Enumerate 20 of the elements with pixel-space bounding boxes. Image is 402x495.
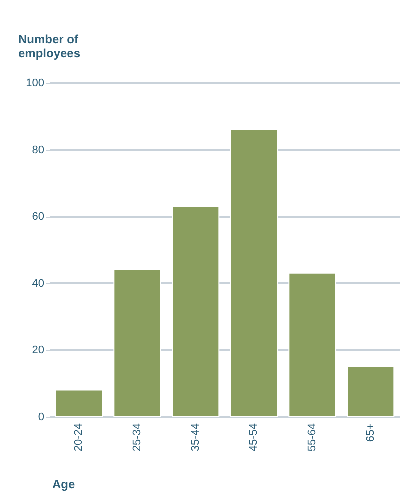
x-tick-label: 55-64 [306,424,318,452]
y-axis-title: Number of employees [18,32,81,60]
x-tick-label: 45-54 [248,424,260,452]
x-tick-label: 65+ [364,424,377,442]
x-tick-label: 35-44 [190,424,202,452]
x-axis-title: Age [52,478,76,492]
y-tick-label: 0 [38,412,44,424]
bar [172,206,220,418]
y-tick-label: 100 [26,78,44,90]
x-tick-label: 20-24 [73,424,86,452]
y-tick-label: 60 [32,211,44,224]
y-tick-label: 40 [32,278,44,290]
bar [114,270,162,418]
x-tick-label: 25-34 [132,424,144,452]
y-tick-label: 80 [32,144,44,156]
y-tick-label: 20 [32,344,44,357]
bar [288,272,336,418]
bar [55,390,103,418]
bar [347,366,395,418]
bar [230,129,278,418]
